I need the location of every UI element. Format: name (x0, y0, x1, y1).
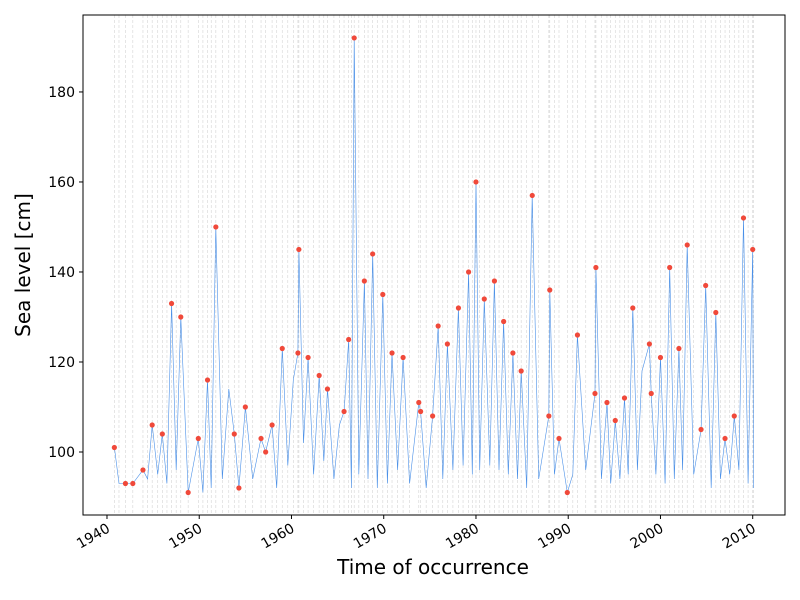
annual-maximum-point (361, 278, 367, 284)
annual-maximum-point (324, 386, 331, 392)
annual-maximum-point (676, 345, 682, 352)
annual-maximum-point (279, 345, 285, 352)
annual-maximum-point (305, 354, 311, 361)
annual-maximum-point (612, 417, 618, 424)
annual-maximum-point (380, 291, 386, 298)
annual-maximum-point (667, 264, 673, 271)
annual-maximum-point (269, 422, 275, 428)
annual-maximum-point (122, 480, 129, 487)
annual-maximum-point (430, 413, 436, 419)
x-tick-label: 1960 (259, 521, 298, 553)
annual-maximum-point (740, 215, 747, 221)
annual-maximum-point (295, 350, 301, 356)
annual-maximum-point (593, 264, 599, 271)
annual-maximum-point (416, 399, 422, 406)
annual-maximum-point (341, 408, 347, 415)
series-line (114, 37, 754, 493)
annual-maximum-point (731, 413, 737, 419)
annual-maximum-point (501, 318, 507, 325)
y-tick-label: 140 (48, 265, 75, 281)
x-axis-label: Time of occurrence (336, 555, 529, 579)
annual-maximum-point (178, 314, 184, 320)
annual-maximum-point (648, 390, 654, 397)
annual-maximum-point (185, 489, 191, 496)
annual-maximum-point (574, 332, 581, 338)
annual-maximum-point (465, 269, 472, 275)
annual-maximum-point (263, 449, 269, 455)
y-axis-label: Sea level [cm] (11, 193, 35, 337)
y-tick-label: 160 (48, 175, 75, 191)
plot-frame (82, 14, 786, 516)
annual-maximum-point (722, 435, 728, 442)
annual-maximum-point (242, 404, 248, 410)
annual-maximum-point (564, 489, 570, 496)
annual-maximum-point (529, 192, 535, 199)
annual-maximum-point (546, 413, 552, 419)
annual-maximum-point (518, 368, 524, 374)
annual-maximum-point (258, 435, 264, 442)
annual-maximum-point (646, 341, 652, 347)
annual-maximum-point (750, 246, 756, 253)
annual-maximum-point (296, 246, 302, 253)
annual-maximum-point (510, 350, 516, 356)
annual-maximum-point (346, 336, 352, 343)
annual-maximum-point (236, 485, 242, 491)
annual-maximum-point (213, 224, 219, 230)
annual-maximum-point (351, 35, 357, 41)
annual-maximum-point (140, 467, 146, 473)
annual-maximum-point (481, 296, 487, 302)
annual-maximum-point (168, 300, 175, 307)
annual-maximum-point (195, 435, 201, 442)
annual-maximum-point (370, 251, 376, 257)
annual-maximum-point (684, 242, 690, 248)
annual-maximum-point (455, 305, 462, 311)
annual-maximum-point (435, 323, 441, 329)
annual-maximum-point (556, 435, 562, 442)
x-tick-label: 1970 (351, 521, 390, 553)
annual-maximum-point (111, 444, 117, 451)
annual-maximum-point (547, 287, 553, 293)
annual-maximum-point (316, 372, 322, 379)
annual-maximum-point (130, 480, 136, 487)
annual-maximum-point (444, 341, 450, 347)
annual-maximum-point (491, 278, 498, 284)
annual-maximum-point (713, 309, 719, 316)
x-tick-label: 1980 (443, 521, 482, 553)
annual-maximum-point (400, 354, 406, 361)
annual-maximum-point (149, 422, 155, 428)
annual-maximum-point (604, 399, 610, 406)
x-tick-label: 1950 (166, 521, 205, 553)
annual-maximum-point (703, 282, 709, 289)
annual-maximum-point (389, 350, 395, 356)
x-tick-label: 1990 (535, 521, 574, 553)
annual-maximum-point (159, 431, 165, 437)
annual-maximum-point (592, 390, 598, 397)
y-tick-label: 180 (48, 85, 75, 101)
annual-maximum-point (621, 395, 628, 401)
x-tick-label: 1940 (74, 521, 113, 553)
annual-maximum-point (204, 377, 211, 383)
annual-maximum-point (698, 426, 704, 433)
annual-maximum-point (657, 354, 664, 361)
y-tick-label: 100 (48, 445, 75, 461)
annual-maximum-point (630, 305, 636, 311)
y-tick-label: 120 (48, 355, 75, 371)
annual-maximum-point (418, 408, 424, 415)
annual-maximum-point (231, 431, 237, 437)
x-tick-label: 2000 (628, 521, 667, 553)
x-tick-label: 2010 (720, 521, 759, 553)
annual-maximum-point (473, 179, 479, 185)
